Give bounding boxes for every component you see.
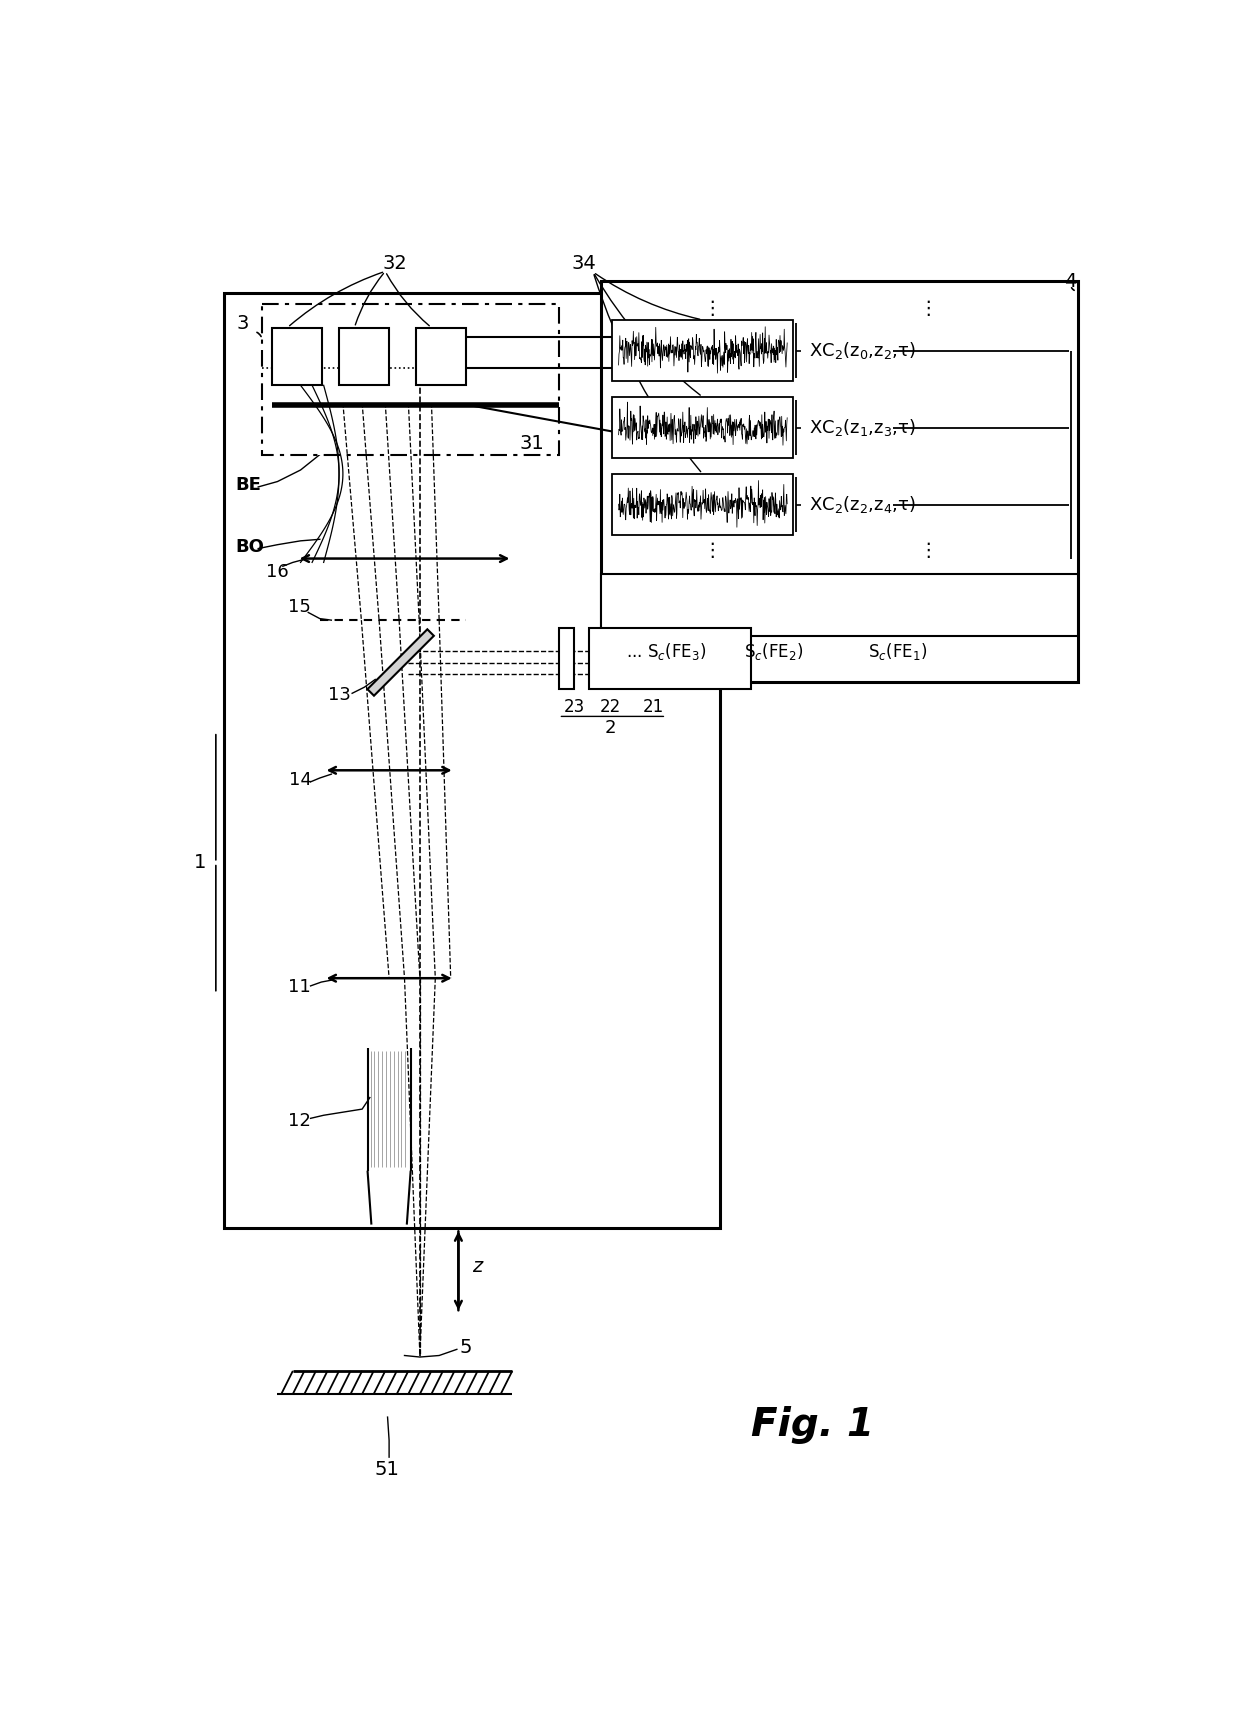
Text: 2: 2 (605, 718, 616, 737)
Text: Fig. 1: Fig. 1 (751, 1405, 874, 1444)
Bar (613, 397, 794, 458)
Text: 31: 31 (520, 434, 544, 453)
Text: 16: 16 (267, 562, 289, 581)
Bar (613, 474, 794, 536)
Text: BE: BE (236, 477, 260, 494)
Text: 11: 11 (288, 979, 310, 996)
Text: 21: 21 (642, 697, 663, 717)
Bar (223, 293, 720, 1228)
Text: 13: 13 (327, 685, 351, 704)
Text: XC$_2$(z$_1$,z$_3$,τ): XC$_2$(z$_1$,z$_3$,τ) (808, 416, 915, 439)
Text: ⋮: ⋮ (919, 298, 937, 318)
Text: z: z (472, 1258, 482, 1277)
Text: ⋮: ⋮ (703, 541, 722, 560)
Text: 14: 14 (289, 772, 312, 789)
Text: ⋮: ⋮ (703, 298, 722, 318)
Text: 23: 23 (563, 697, 584, 717)
Bar (339, 328, 389, 385)
Text: XC$_2$(z$_2$,z$_4$,τ): XC$_2$(z$_2$,z$_4$,τ) (808, 494, 915, 515)
Text: BO: BO (236, 538, 264, 555)
Bar (601, 574, 1079, 635)
Text: 51: 51 (374, 1459, 399, 1478)
Text: 1: 1 (195, 854, 207, 873)
Bar (272, 328, 322, 385)
Text: 4: 4 (1064, 272, 1076, 291)
Text: 5: 5 (460, 1338, 472, 1357)
Bar (262, 304, 558, 455)
Bar (589, 628, 751, 689)
Text: S$_c$(FE$_1$): S$_c$(FE$_1$) (868, 642, 928, 663)
Text: ⋮: ⋮ (919, 541, 937, 560)
Text: 12: 12 (288, 1112, 310, 1129)
Bar (417, 328, 466, 385)
Text: 32: 32 (382, 253, 407, 272)
Text: 34: 34 (572, 253, 596, 272)
Text: 15: 15 (288, 599, 310, 616)
Bar (601, 281, 1079, 682)
Text: ... S$_c$(FE$_3$): ... S$_c$(FE$_3$) (626, 642, 707, 663)
Text: 3: 3 (237, 314, 249, 333)
Bar (613, 319, 794, 382)
Text: 22: 22 (600, 697, 621, 717)
Text: S$_c$(FE$_2$): S$_c$(FE$_2$) (744, 642, 804, 663)
Bar (558, 628, 574, 689)
Text: XC$_2$(z$_0$,z$_2$,τ): XC$_2$(z$_0$,z$_2$,τ) (808, 340, 915, 361)
Polygon shape (367, 630, 434, 696)
